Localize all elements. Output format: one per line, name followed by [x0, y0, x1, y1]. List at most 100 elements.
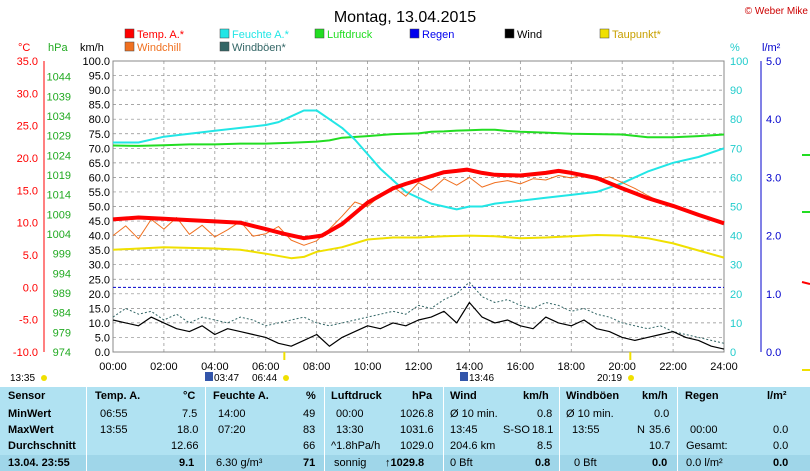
legend-label: Windchill	[137, 42, 181, 54]
stats-row-label: MaxWert	[8, 424, 54, 436]
stats-header-windboen: Windböen	[566, 390, 620, 402]
pressure-tick-label: 1039	[47, 91, 71, 103]
chart-svg: Montag, 13.04.2015 © Weber Mike Temp. A.* F…	[10, 6, 810, 384]
x-tick-label: 10:00	[354, 361, 382, 373]
humidity-tick-label: 20	[730, 289, 742, 301]
stats-header-temp-unit: °C	[183, 390, 196, 402]
moon-icon	[205, 372, 213, 381]
pressure-tick-label: 1029	[47, 131, 71, 143]
wind-tick-label: 15.0	[89, 303, 110, 315]
legend-label: Temp. A.*	[137, 29, 185, 41]
stats-druck-value: 1029.0	[400, 440, 434, 452]
stats-header-wind: Wind	[450, 390, 477, 402]
stats-wind-bft: 0 Bft	[450, 457, 473, 469]
wind-tick-label: 0.0	[95, 347, 110, 359]
wind-tick-label: 70.0	[89, 143, 110, 155]
humidity-tick-label: 90	[730, 85, 742, 97]
stats-boen-value: 35.6	[649, 424, 671, 436]
wind-tick-label: 100.0	[82, 56, 110, 68]
stats-header-luftdruck-unit: hPa	[412, 390, 433, 402]
x-tick-label: 00:00	[99, 361, 127, 373]
wind-tick-label: 10.0	[89, 318, 110, 330]
legend-label: Luftdruck	[327, 29, 373, 41]
humidity-tick-label: 80	[730, 114, 742, 126]
moon-icon	[460, 372, 468, 381]
wind-tick-label: 55.0	[89, 187, 110, 199]
stats-wind-current: 0.8	[535, 457, 551, 469]
humidity-tick-label: 10	[730, 318, 742, 330]
rain-tick-label: 3.0	[766, 172, 781, 184]
humidity-tick-label: 0	[730, 347, 736, 359]
pressure-tick-label: 1024	[47, 150, 71, 162]
stats-wind-dir: S-SO	[503, 424, 530, 436]
stats-header-regen-unit: l/m²	[767, 390, 787, 402]
pressure-tick-label: 999	[53, 249, 71, 261]
wind-tick-label: 35.0	[89, 245, 110, 257]
column-divider	[443, 387, 444, 471]
series-line-temp-a	[112, 167, 725, 241]
stats-druck-time: 13:30	[336, 424, 364, 436]
stats-regen-value: 0.0	[773, 424, 789, 436]
x-tick-label: 16:00	[507, 361, 535, 373]
wind-tick-label: 25.0	[89, 274, 110, 286]
sun-icon	[41, 375, 47, 381]
pressure-tick-label: 984	[53, 308, 71, 320]
stats-regen-today: 0.0 l/m²	[686, 457, 723, 469]
rain-tick-label: 0.0	[766, 347, 781, 359]
stats-header-sensor: Sensor	[8, 390, 46, 402]
pressure-axis-unit: hPa	[48, 42, 68, 54]
stats-row-label: MinWert	[8, 408, 52, 420]
chart-title: Montag, 13.04.2015	[334, 9, 476, 26]
stats-table: Sensor Temp. A. °C Feuchte A. % Luftdruc…	[0, 387, 810, 471]
stats-header-windboen-unit: km/h	[642, 390, 668, 402]
x-tick-label: 24:00	[710, 361, 738, 373]
wind-tick-label: 85.0	[89, 100, 110, 112]
stats-regen-label: Gesamt:	[686, 440, 728, 452]
moon-time-2: 13:46	[469, 373, 494, 384]
pressure-tick-label: 1034	[47, 111, 71, 123]
stats-feuchte-time: 14:00	[218, 408, 246, 420]
stats-boen-value: 0.0	[654, 408, 670, 420]
stats-wind-label: 204.6 km	[450, 440, 496, 452]
stats-boen-label: Ø 10 min.	[566, 408, 614, 420]
legend-label: Feuchte A.*	[232, 29, 290, 41]
stats-header-feuchte: Feuchte A.	[213, 390, 269, 402]
legend-swatch	[124, 28, 135, 39]
x-tick-label: 18:00	[557, 361, 585, 373]
stats-current-time: 13.04. 23:55	[8, 457, 70, 469]
stats-wind-value: 8.5	[537, 440, 553, 452]
temp-tick-label: 15.0	[17, 185, 38, 197]
humidity-tick-label: 60	[730, 172, 742, 184]
legend-label: Taupunkt*	[612, 29, 662, 41]
rain-tick-label: 2.0	[766, 231, 781, 243]
temp-tick-label: 10.0	[17, 218, 38, 230]
temp-axis-unit: °C	[18, 42, 30, 54]
temp-tick-label: 5.0	[23, 250, 38, 262]
stats-regen-current: 0.0	[773, 457, 789, 469]
stats-header-feuchte-unit: %	[306, 390, 316, 402]
stats-feuchte-value: 49	[303, 408, 316, 420]
stats-header-luftdruck: Luftdruck	[331, 390, 382, 402]
wind-tick-label: 5.0	[95, 332, 110, 344]
rain-tick-label: 1.0	[766, 289, 781, 301]
wind-tick-label: 40.0	[89, 231, 110, 243]
stats-regen-value: 0.0	[773, 440, 789, 452]
wind-tick-label: 60.0	[89, 172, 110, 184]
x-tick-label: 06:00	[252, 361, 280, 373]
stats-weather-state: sonnig	[334, 457, 367, 469]
humidity-tick-label: 30	[730, 260, 742, 272]
legend-swatch	[219, 28, 230, 39]
sunset-icon	[628, 375, 634, 381]
stats-header-temp: Temp. A.	[95, 390, 141, 402]
series-line-taupunkt	[112, 234, 725, 260]
stats-temp-value: 18.0	[177, 424, 199, 436]
wind-tick-label: 50.0	[89, 202, 110, 214]
stats-boen-label: 13:55	[572, 424, 600, 436]
stats-feuchte-value: 66	[303, 440, 316, 452]
stats-feuchte-value: 83	[303, 424, 316, 436]
wind-tick-label: 65.0	[89, 158, 110, 170]
stats-druck-time: 00:00	[336, 408, 364, 420]
column-divider	[677, 387, 678, 471]
temp-tick-label: 30.0	[17, 88, 38, 100]
wind-tick-label: 90.0	[89, 85, 110, 97]
